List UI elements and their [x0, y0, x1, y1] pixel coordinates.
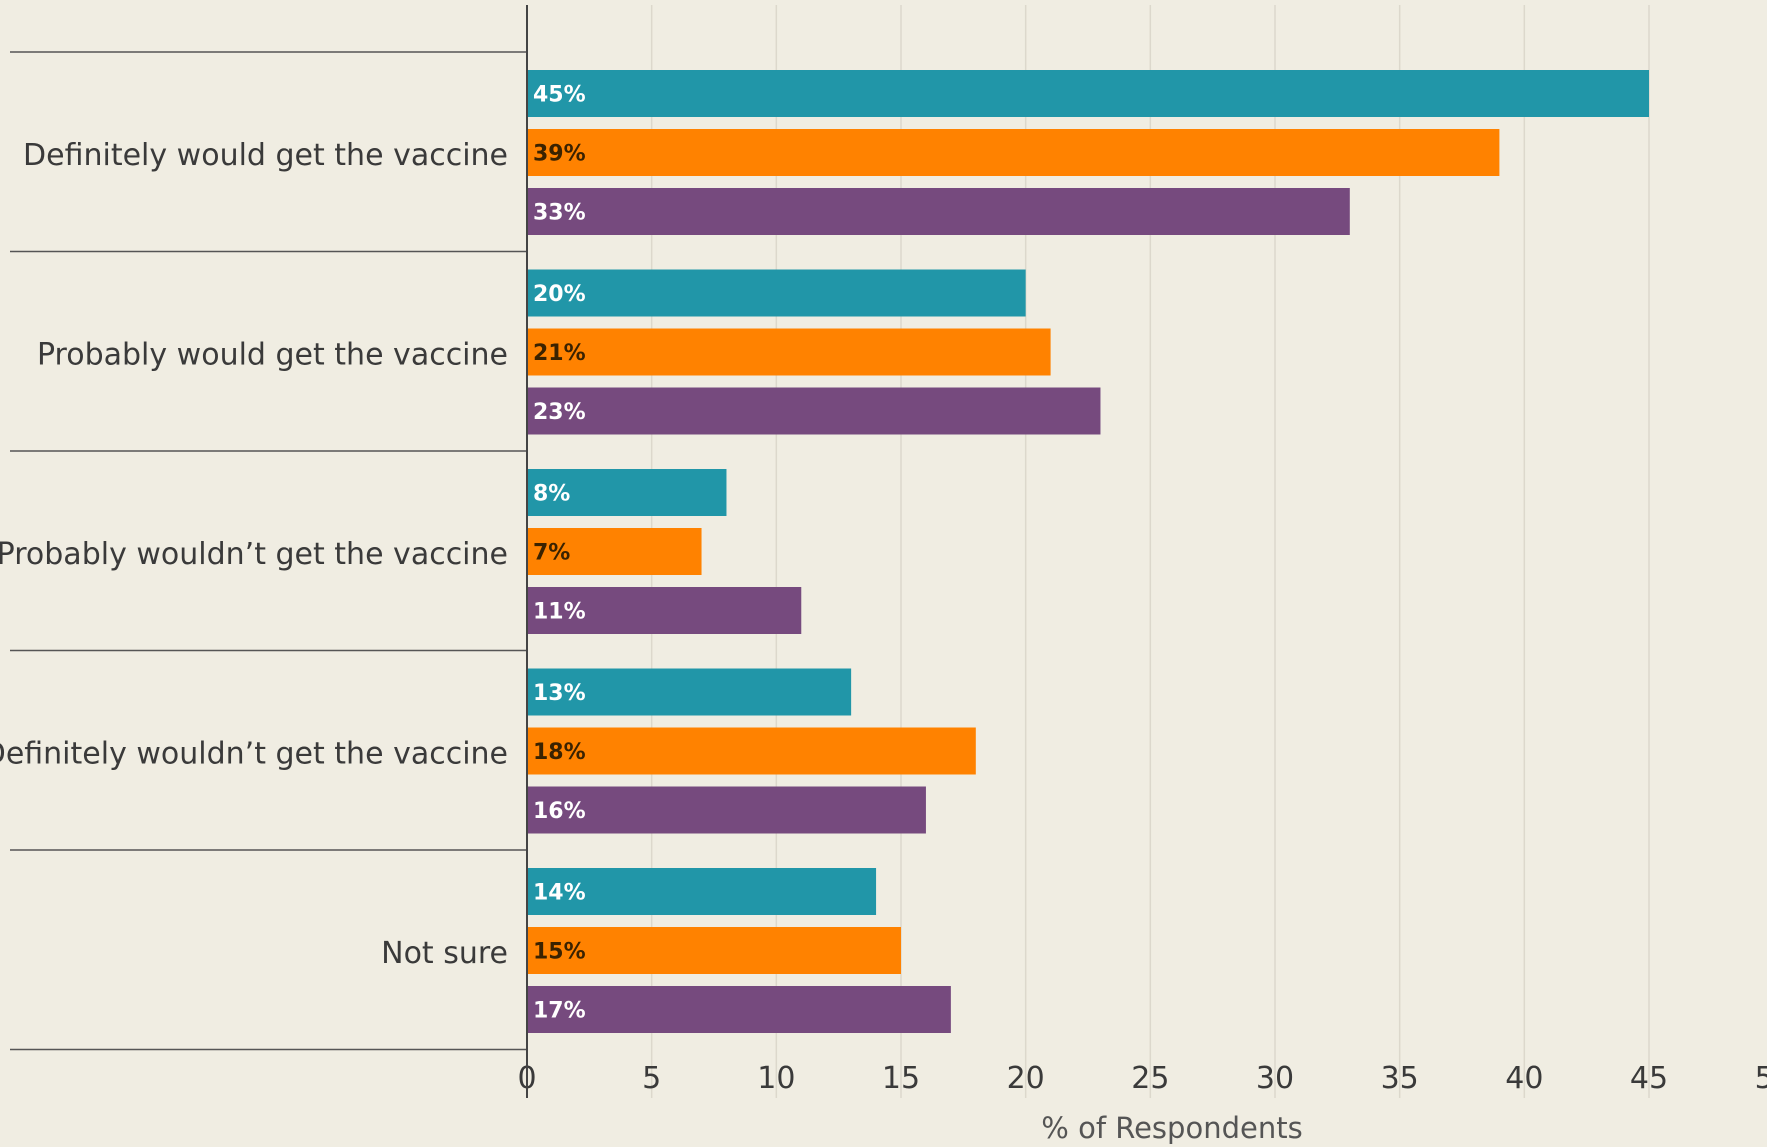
bar-value-label: 13%	[533, 681, 586, 706]
bar-value-label: 18%	[533, 740, 586, 765]
bar-value-label: 17%	[533, 999, 586, 1024]
gridlines	[650, 5, 1650, 1098]
bar	[528, 868, 877, 915]
bar-value-label: 15%	[533, 940, 586, 965]
bar-value-label: 8%	[533, 482, 570, 507]
bar	[528, 786, 926, 834]
bar-value-label: 7%	[533, 541, 570, 566]
x-tick-label: 30	[1256, 1061, 1294, 1096]
x-tick-label: 35	[1381, 1061, 1419, 1096]
x-tick-label: 10	[757, 1061, 795, 1096]
x-tick-label: 15	[882, 1061, 920, 1096]
bar	[528, 328, 1051, 376]
bar-value-label: 23%	[533, 400, 586, 425]
category-label: Definitely wouldn’t get the vaccine	[0, 737, 508, 772]
bar	[528, 927, 901, 974]
bar	[528, 129, 1500, 176]
x-axis-title: % of Respondents	[1041, 1111, 1302, 1145]
bars	[528, 70, 1649, 1033]
bar	[528, 70, 1649, 117]
x-tick-label: 50	[1755, 1061, 1767, 1096]
bar-value-label: 45%	[533, 83, 586, 108]
bar	[528, 587, 802, 634]
category-labels: Definitely would get the vaccine Probably…	[0, 138, 508, 971]
bar-value-label: 20%	[533, 282, 586, 307]
x-tick-label: 5	[642, 1061, 661, 1096]
bar	[528, 188, 1350, 235]
x-tick-label: 45	[1630, 1061, 1668, 1096]
bar	[528, 727, 976, 775]
category-separators	[10, 51, 527, 1051]
bar	[528, 528, 702, 575]
bar-value-label: 16%	[533, 799, 586, 824]
bar-value-labels: 45% 39% 33% 20% 21% 23% 8% 7% 11% 13% 18% 16% 14% 15%…	[533, 83, 586, 1024]
category-label: Not sure	[381, 936, 508, 971]
bar	[528, 668, 852, 716]
x-tick-label: 20	[1007, 1061, 1045, 1096]
x-tick-labels: 05101520253035404550	[517, 1061, 1767, 1096]
bar-value-label: 14%	[533, 881, 586, 906]
bar	[528, 269, 1026, 317]
category-label: Probably wouldn’t get the vaccine	[0, 537, 508, 572]
category-label: Definitely would get the vaccine	[23, 138, 508, 173]
bar	[528, 986, 951, 1033]
bar	[528, 387, 1101, 435]
bar-value-label: 11%	[533, 600, 586, 625]
bar	[528, 469, 727, 516]
x-tick-label: 40	[1505, 1061, 1543, 1096]
x-tick-label: 25	[1131, 1061, 1169, 1096]
bar-value-label: 39%	[533, 142, 586, 167]
bar-value-label: 33%	[533, 201, 586, 226]
bar-value-label: 21%	[533, 341, 586, 366]
category-label: Probably would get the vaccine	[37, 338, 508, 373]
